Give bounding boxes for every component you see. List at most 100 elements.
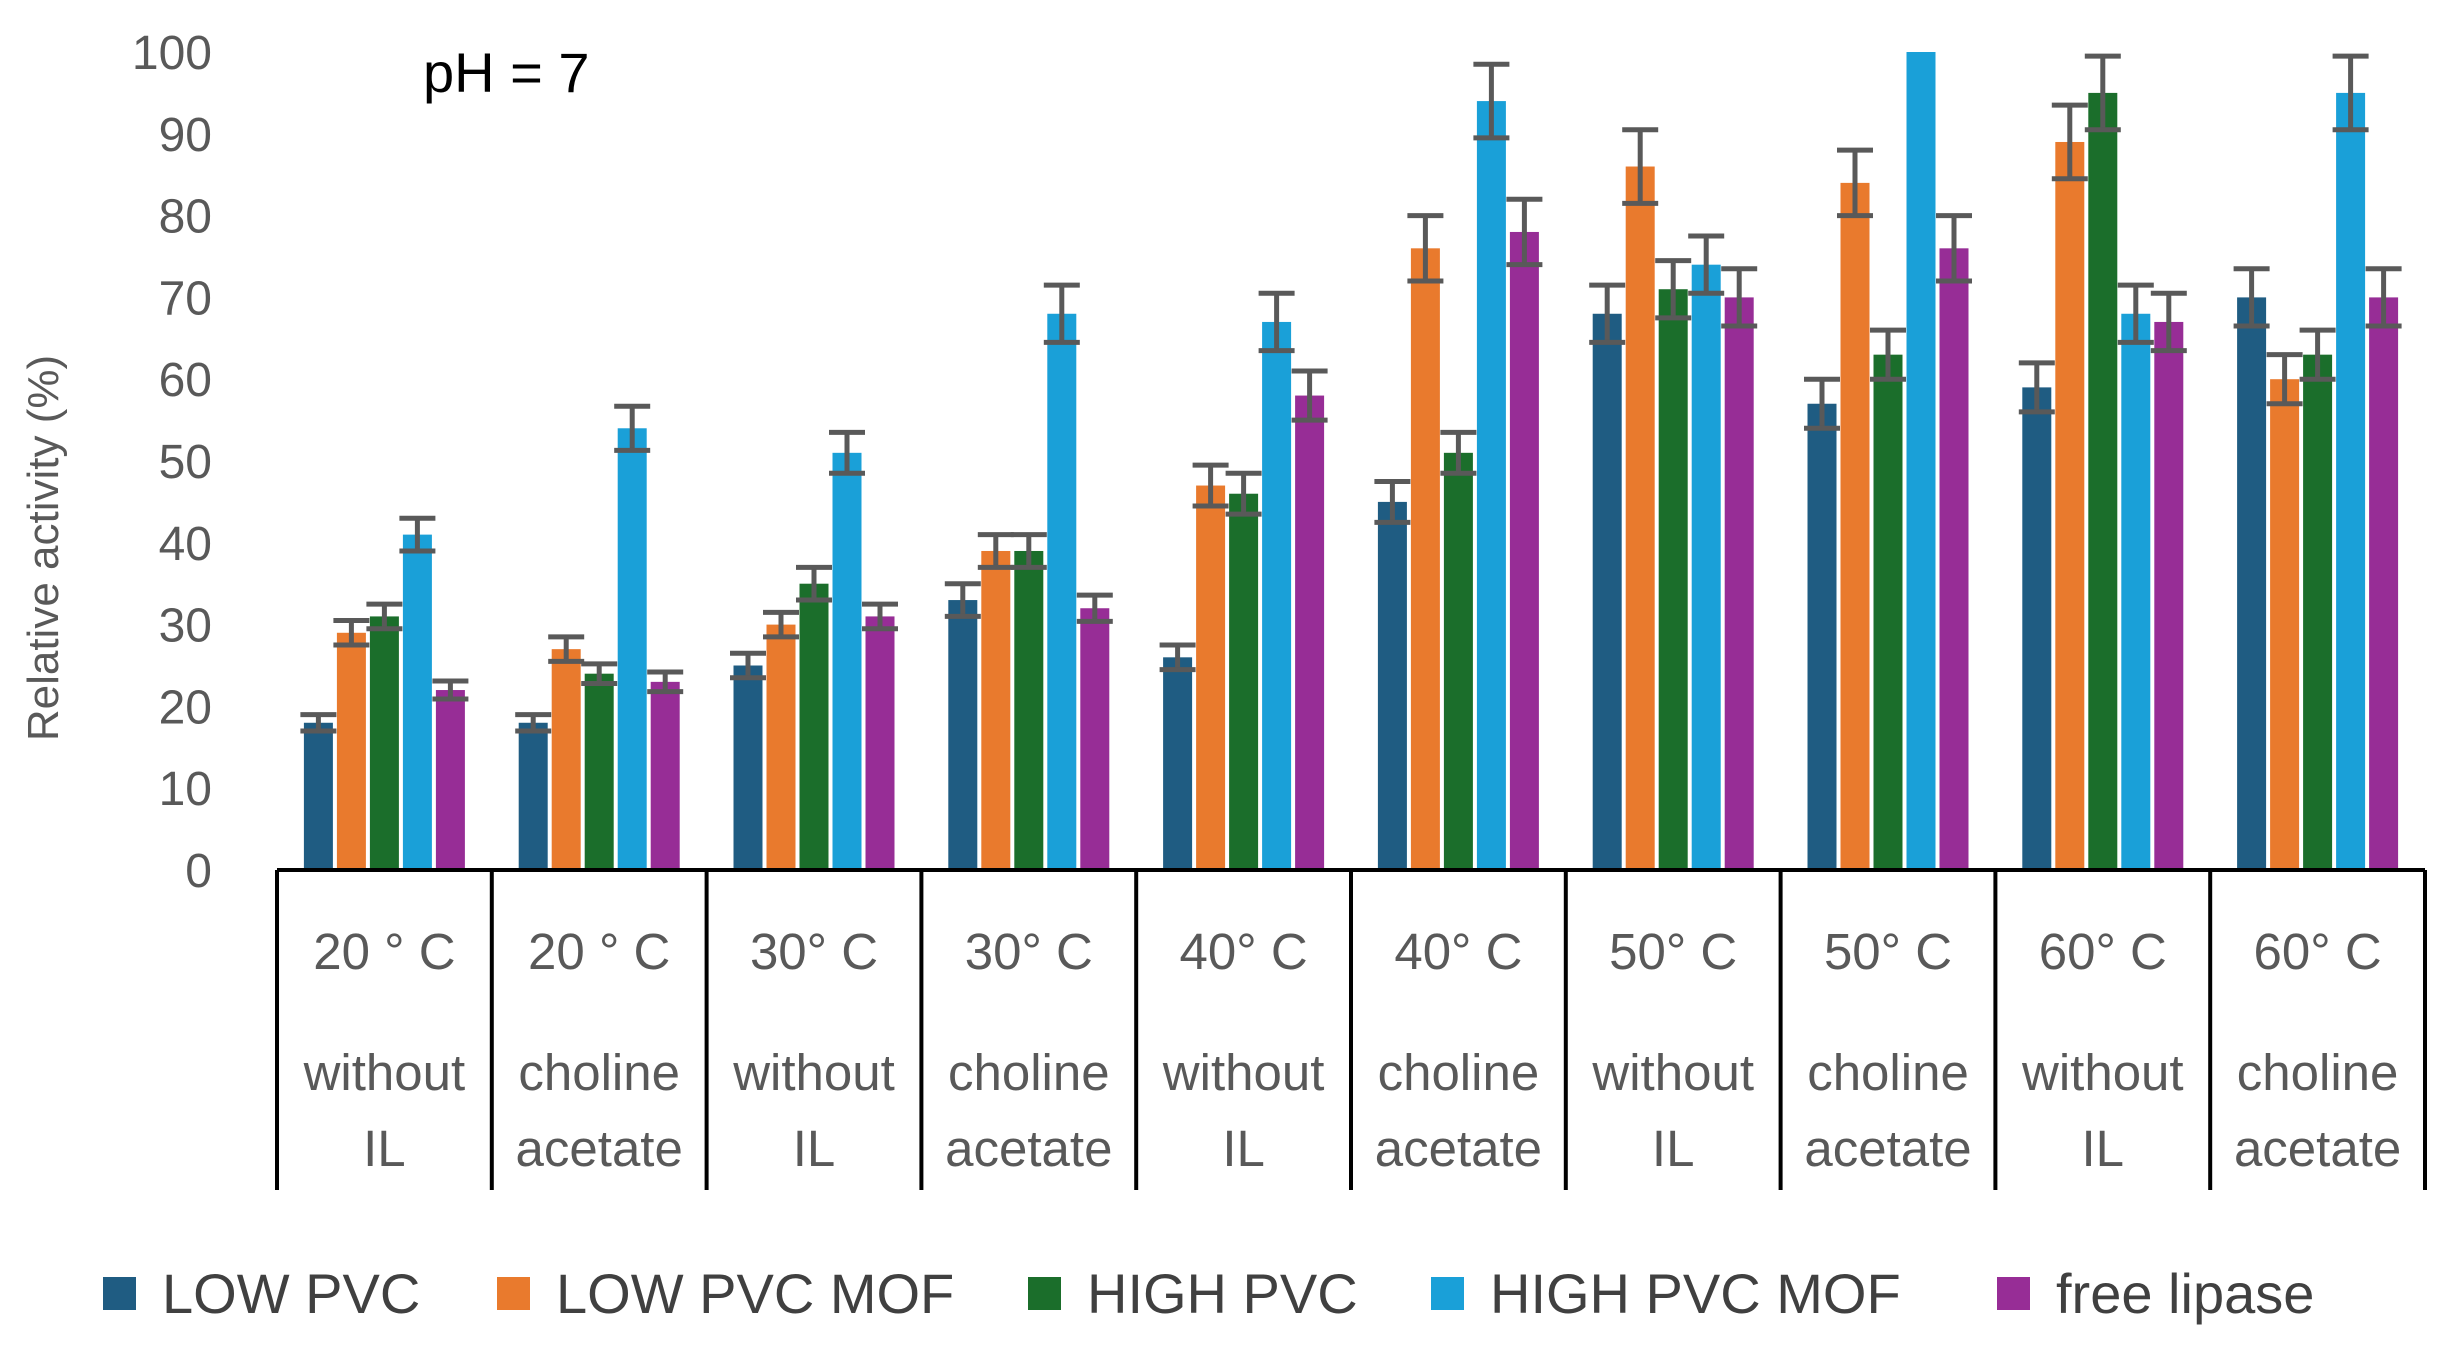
category-line2-label: acetate <box>1375 1120 1542 1177</box>
bar <box>1807 403 1837 870</box>
category-temp-label: 20 ° C <box>528 923 670 980</box>
bars <box>303 52 2399 871</box>
bar <box>1873 354 1903 870</box>
error-bar <box>2233 266 2270 329</box>
error-bar <box>2117 282 2154 345</box>
y-tick-label: 20 <box>159 681 212 734</box>
error-bar <box>2051 102 2088 182</box>
category-line1-label: choline <box>1378 1044 1540 1101</box>
error-bar <box>300 712 337 734</box>
bar <box>369 616 399 870</box>
category-temp-label: 60° C <box>2254 923 2382 980</box>
error-bar <box>1374 478 1411 525</box>
bar <box>1014 550 1044 870</box>
legend-item: LOW PVC MOF <box>497 1262 954 1325</box>
category-line2-label: IL <box>2082 1120 2125 1177</box>
error-bar <box>2084 53 2121 133</box>
bar <box>766 624 796 870</box>
legend-item: HIGH PVC MOF <box>1431 1262 1901 1325</box>
bar <box>1047 313 1077 870</box>
category-temp-label: 30° C <box>750 923 878 980</box>
error-bar <box>1192 462 1229 509</box>
error-bar <box>581 661 618 686</box>
bar <box>1295 395 1325 870</box>
error-bar <box>432 678 469 702</box>
error-bar <box>1655 258 1692 321</box>
error-bar <box>333 618 370 648</box>
bar <box>2336 92 2366 870</box>
bar <box>1196 485 1226 870</box>
bar <box>1476 101 1506 870</box>
error-bar <box>1622 127 1659 206</box>
category-line2-label: IL <box>1222 1120 1265 1177</box>
y-tick-label: 10 <box>159 763 212 816</box>
error-bar <box>1837 147 1873 219</box>
bar <box>2121 313 2151 870</box>
category-line2-label: acetate <box>945 1120 1112 1177</box>
category-line1-label: choline <box>948 1044 1110 1101</box>
error-bar <box>1589 282 1626 345</box>
error-bar <box>1721 266 1758 329</box>
bar <box>303 722 333 870</box>
bar <box>1625 166 1655 870</box>
error-bar <box>1159 642 1196 673</box>
error-bar <box>730 650 766 681</box>
error-bar <box>399 515 436 554</box>
category-line2-label: IL <box>793 1120 836 1177</box>
error-bar <box>548 634 585 664</box>
category-line1-label: without <box>1591 1044 1754 1101</box>
bar <box>2270 379 2300 870</box>
category-line1-label: without <box>303 1044 466 1101</box>
error-bar <box>1870 327 1906 382</box>
bar <box>1262 321 1292 870</box>
legend-label: LOW PVC <box>162 1262 420 1325</box>
error-bar <box>829 429 865 476</box>
bar <box>435 690 465 870</box>
category-line1-label: choline <box>1807 1044 1969 1101</box>
bar <box>2088 92 2118 870</box>
y-tick-label: 0 <box>185 845 212 898</box>
error-bar <box>1936 213 1972 284</box>
bar <box>551 649 581 870</box>
bar <box>2055 141 2085 871</box>
bar <box>617 428 647 870</box>
error-bar <box>1225 470 1262 517</box>
y-tick-label: 30 <box>159 600 212 653</box>
bar <box>1163 657 1193 870</box>
error-bar <box>614 403 651 453</box>
category-temp-label: 20 ° C <box>313 923 455 980</box>
bar <box>1229 493 1259 870</box>
bar <box>1377 501 1407 870</box>
bar <box>799 583 829 870</box>
y-axis-title: Relative activity (%) <box>19 355 68 741</box>
y-tick-label: 70 <box>159 272 212 325</box>
error-bar <box>1688 233 1725 296</box>
bar <box>402 534 432 870</box>
error-bar <box>1010 532 1047 570</box>
error-bar <box>2150 290 2187 354</box>
y-tick-label: 90 <box>159 109 212 162</box>
legend: LOW PVC LOW PVC MOF HIGH PVC HIGH PVC MOF fr… <box>103 1262 2314 1325</box>
category-line1-label: choline <box>2237 1044 2399 1101</box>
category-temp-label: 40° C <box>1180 923 1308 980</box>
category-temp-label: 30° C <box>965 923 1093 980</box>
y-tick-label: 40 <box>159 518 212 571</box>
legend-item: LOW PVC <box>103 1262 420 1325</box>
error-bar <box>2365 266 2402 329</box>
bar <box>1939 248 1969 870</box>
category-temp-label: 50° C <box>1609 923 1737 980</box>
error-bar <box>1506 196 1543 268</box>
error-bar <box>1473 61 1510 141</box>
category-line1-label: without <box>1162 1044 1325 1101</box>
error-bar <box>647 669 684 695</box>
legend-swatch <box>1997 1277 2030 1310</box>
legend-label: free lipase <box>2056 1262 2314 1325</box>
error-bar <box>2299 327 2336 382</box>
error-bar <box>944 581 981 619</box>
bar <box>1906 52 1936 870</box>
y-tick-label: 100 <box>132 27 212 80</box>
bar <box>1080 608 1110 870</box>
error-bar <box>1407 213 1444 284</box>
category-line2-label: IL <box>363 1120 406 1177</box>
